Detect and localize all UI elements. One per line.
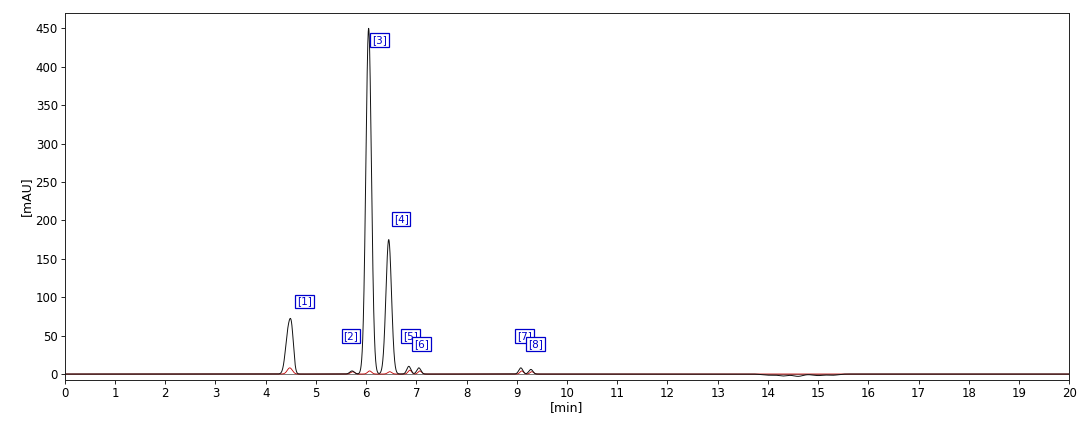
Text: [1]: [1] bbox=[297, 296, 312, 306]
Text: [8]: [8] bbox=[528, 339, 543, 349]
Text: [4]: [4] bbox=[394, 214, 408, 224]
Text: [6]: [6] bbox=[414, 339, 429, 349]
Text: [2]: [2] bbox=[343, 331, 359, 341]
Text: [3]: [3] bbox=[373, 35, 387, 45]
X-axis label: [min]: [min] bbox=[551, 401, 583, 414]
Text: [7]: [7] bbox=[517, 331, 531, 341]
Text: [5]: [5] bbox=[403, 331, 418, 341]
Y-axis label: [mAU]: [mAU] bbox=[19, 177, 32, 216]
